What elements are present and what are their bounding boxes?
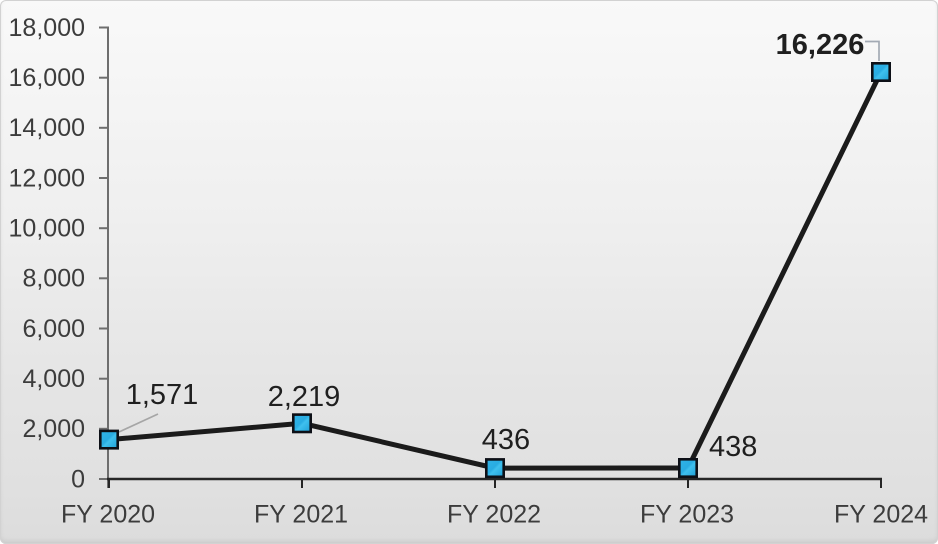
svg-text:6,000: 6,000	[22, 315, 85, 343]
svg-text:18,000: 18,000	[9, 14, 85, 42]
svg-text:16,226: 16,226	[776, 29, 865, 61]
svg-text:8,000: 8,000	[22, 265, 85, 293]
svg-text:FY 2021: FY 2021	[254, 501, 348, 529]
svg-text:1,571: 1,571	[126, 379, 199, 411]
svg-text:436: 436	[482, 424, 530, 456]
svg-text:14,000: 14,000	[9, 114, 85, 142]
svg-text:2,000: 2,000	[22, 415, 85, 443]
svg-text:FY 2020: FY 2020	[61, 501, 155, 529]
svg-text:FY 2024: FY 2024	[834, 501, 928, 529]
svg-text:FY 2023: FY 2023	[640, 501, 734, 529]
svg-text:10,000: 10,000	[9, 215, 85, 243]
svg-text:438: 438	[709, 431, 757, 463]
svg-text:16,000: 16,000	[9, 64, 85, 92]
svg-text:FY 2022: FY 2022	[447, 501, 541, 529]
svg-text:2,219: 2,219	[268, 381, 341, 413]
svg-text:0: 0	[71, 465, 85, 493]
svg-text:4,000: 4,000	[22, 365, 85, 393]
svg-text:12,000: 12,000	[9, 164, 85, 192]
